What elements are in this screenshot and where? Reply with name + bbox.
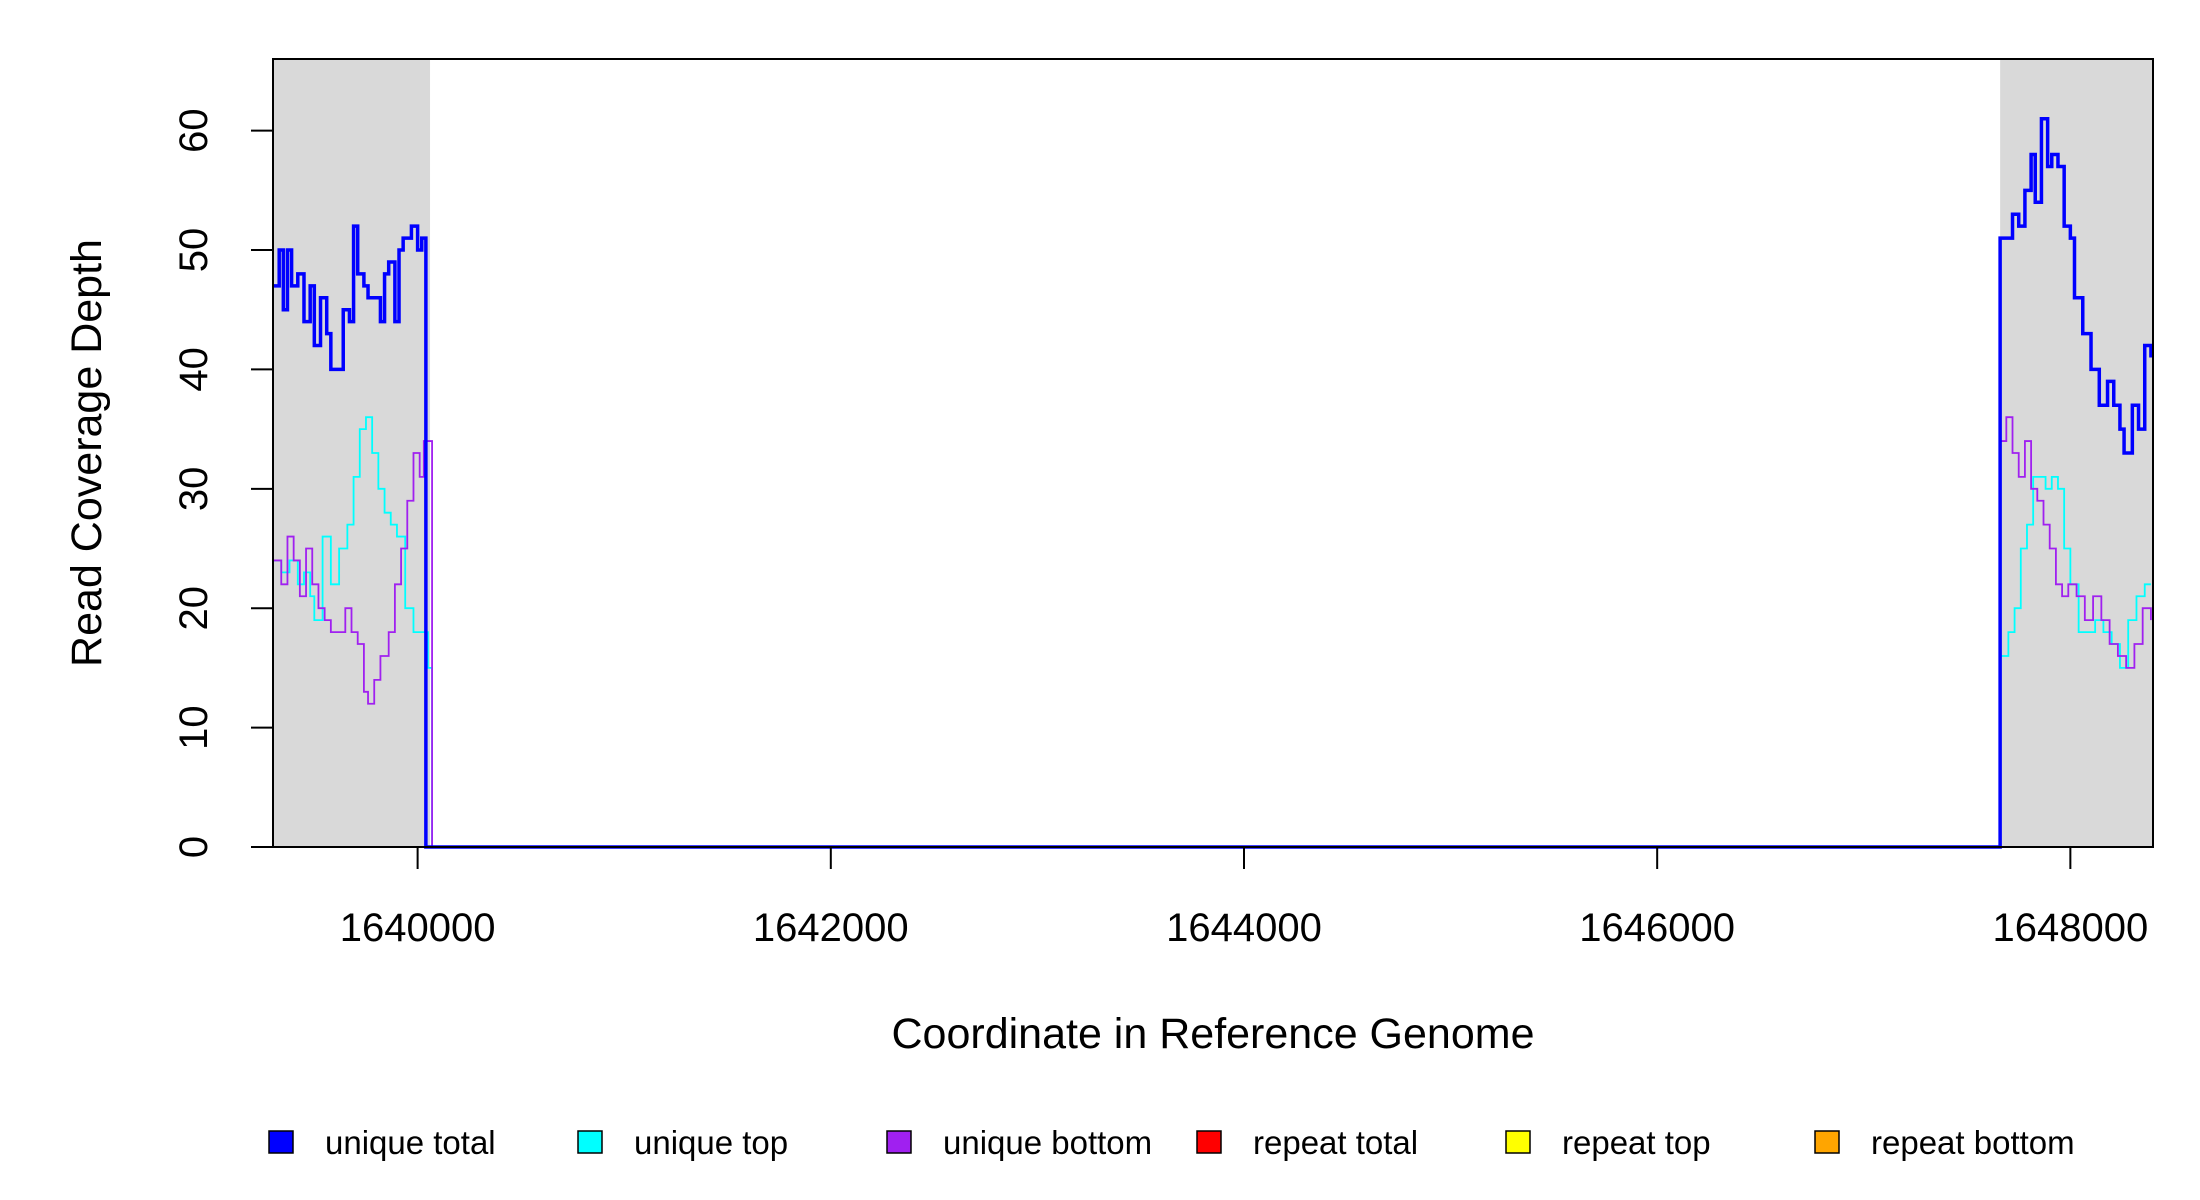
plot-frame xyxy=(272,58,2154,848)
y-tick-label: 40 xyxy=(172,347,216,392)
legend-label: unique top xyxy=(634,1124,788,1161)
legend-swatch xyxy=(268,1130,294,1154)
x-tick-label: 1642000 xyxy=(753,906,909,950)
legend-swatch xyxy=(1505,1130,1531,1154)
y-tick-label: 50 xyxy=(172,228,216,273)
legend-label: repeat top xyxy=(1562,1124,1711,1161)
legend-swatch xyxy=(886,1130,912,1154)
legend-swatch xyxy=(577,1130,603,1154)
y-axis-label: Read Coverage Depth xyxy=(63,239,111,667)
series-line-unique-bottom xyxy=(273,416,2152,848)
legend-item: repeat total xyxy=(1196,1124,1418,1161)
shaded-regions xyxy=(273,59,2153,847)
series-lines xyxy=(273,116,2153,849)
x-tick-label: 1648000 xyxy=(1992,906,2148,950)
x-axis: 1640000 1642000 1644000 1646000 1648000 xyxy=(340,846,2148,950)
legend-item: unique bottom xyxy=(886,1124,1152,1161)
legend: unique total unique top unique bottom repea… xyxy=(268,1124,2075,1161)
y-tick-label: 60 xyxy=(172,108,216,153)
x-axis-label: Coordinate in Reference Genome xyxy=(892,1010,1535,1058)
legend-label: repeat bottom xyxy=(1871,1124,2075,1161)
legend-swatch xyxy=(1814,1130,1840,1154)
y-tick-label: 0 xyxy=(172,836,216,858)
legend-label: unique total xyxy=(325,1124,496,1161)
x-tick-label: 1646000 xyxy=(1579,906,1735,950)
y-tick-label: 10 xyxy=(172,705,216,750)
y-axis: 0 10 20 30 40 50 60 xyxy=(172,108,274,858)
legend-item: unique top xyxy=(577,1124,788,1161)
legend-label: repeat total xyxy=(1253,1124,1418,1161)
legend-item: unique total xyxy=(268,1124,496,1161)
x-tick-label: 1640000 xyxy=(340,906,496,950)
legend-label: unique bottom xyxy=(943,1124,1152,1161)
legend-swatch xyxy=(1196,1130,1222,1154)
y-tick-label: 20 xyxy=(172,586,216,631)
y-tick-label: 30 xyxy=(172,467,216,512)
shaded-region xyxy=(273,59,431,847)
x-tick-label: 1644000 xyxy=(1166,906,1322,950)
legend-item: repeat top xyxy=(1505,1124,1711,1161)
series-line-unique-total xyxy=(273,116,2153,849)
legend-item: repeat bottom xyxy=(1814,1124,2075,1161)
series-line-unique-top xyxy=(273,416,2151,848)
